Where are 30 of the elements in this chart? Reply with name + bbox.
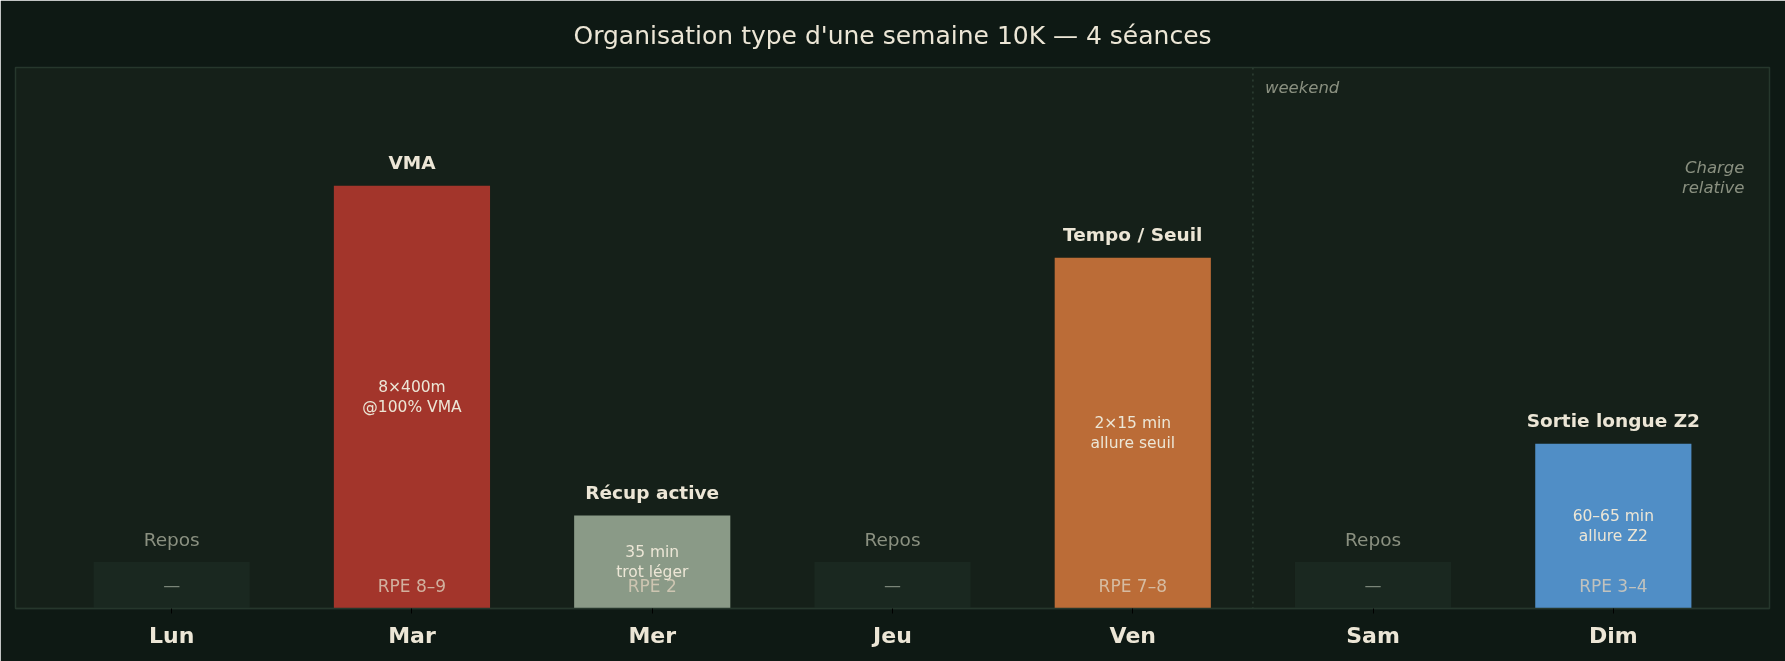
bar — [574, 515, 731, 609]
annotation: Sortie longue Z2 — [1526, 410, 1700, 432]
x-tick-label: Lun — [149, 622, 195, 648]
annotation: RPE 8–9 — [377, 575, 447, 596]
annotation: 2×15 min allure seuil — [1090, 414, 1176, 452]
annotation: — — [163, 575, 181, 596]
bar — [1054, 257, 1211, 609]
x-tick-label: Mar — [388, 622, 436, 648]
annotation: — — [1364, 575, 1382, 596]
annotation: VMA — [388, 152, 437, 174]
annotation: RPE 3–4 — [1579, 575, 1648, 596]
annotation: 8×400m @100% VMA — [362, 378, 463, 417]
x-tick-label: Sam — [1346, 622, 1400, 648]
x-tick-label: Ven — [1109, 622, 1156, 648]
text: weekend — [1264, 77, 1340, 97]
x-tick-label: Jeu — [871, 622, 912, 648]
annotation: — — [884, 575, 901, 596]
x-tick-label: Mer — [628, 622, 677, 648]
annotation: Charge relative — [1681, 157, 1745, 198]
chart-title: Organisation type d'une semaine 10K — 4 séances — [573, 20, 1212, 50]
annotation: RPE 7–8 — [1098, 575, 1167, 596]
annotation: Récup active — [585, 482, 720, 504]
annotation: 60–65 min allure Z2 — [1572, 507, 1655, 545]
bar — [333, 185, 491, 609]
annotation: Repos — [1345, 528, 1402, 550]
annotation: Repos — [143, 528, 200, 550]
annotation: Tempo / Seuil — [1063, 224, 1203, 246]
annotation: Repos — [864, 528, 921, 550]
x-tick-label: Dim — [1588, 622, 1638, 648]
bar — [1535, 443, 1692, 609]
